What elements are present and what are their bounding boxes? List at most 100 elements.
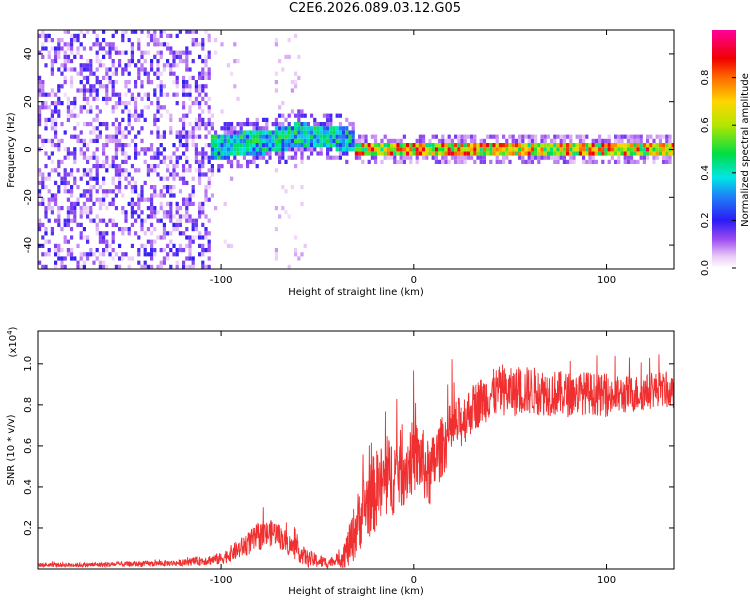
spectrogram-cell [130, 206, 134, 211]
spectrogram-cell [281, 185, 285, 190]
spectrogram-cell [598, 147, 602, 152]
spectrogram-cell [44, 138, 48, 143]
spectrogram-cell [294, 147, 298, 152]
spectrogram-cell [354, 147, 358, 152]
spectrogram-cell [294, 155, 298, 160]
spectrogram-cell [274, 42, 278, 47]
spectrogram-cell [198, 164, 202, 169]
spectrogram-cell [137, 193, 141, 198]
spectrogram-cell [140, 197, 144, 202]
spectrogram-cell [114, 222, 118, 227]
spectrogram-cell [50, 151, 54, 156]
spectrogram-cell [153, 38, 157, 43]
spectrogram-cell [134, 218, 138, 223]
spectrogram-cell [50, 67, 54, 72]
spectrogram-cell [92, 30, 96, 34]
spectrogram-cell [150, 143, 154, 148]
spectrogram-cell [556, 147, 560, 152]
spectrogram-cell [118, 122, 122, 127]
spectrogram-cell [553, 159, 557, 164]
spectrogram-cell [146, 75, 150, 80]
spectrogram-cell [50, 197, 54, 202]
spectrogram-cell [249, 143, 253, 148]
spectrogram-cell [226, 155, 230, 160]
spectrogram-cell [415, 143, 419, 148]
spectrogram-cell [162, 185, 166, 190]
spectrogram-cell [111, 105, 115, 110]
spectrogram-cell [233, 126, 237, 131]
spectrogram-cell [124, 80, 128, 85]
spectrogram-cell [108, 243, 112, 248]
spectrogram-cell [402, 159, 406, 164]
spectrogram-cell [182, 151, 186, 156]
spectrogram-cell [92, 201, 96, 206]
spectrogram-cell [290, 138, 294, 143]
spectrogram-cell [98, 80, 102, 85]
spectrogram-cell [242, 151, 246, 156]
spectrogram-cell [114, 143, 118, 148]
spectrogram-cell [178, 117, 182, 122]
spectrogram-cell [169, 218, 173, 223]
spectrogram-cell [60, 84, 64, 89]
spectrogram-cell [201, 248, 205, 253]
spectrogram-cell [559, 147, 563, 152]
spectrogram-cell [207, 67, 211, 72]
spectrogram-cell [351, 138, 355, 143]
spectrogram-cell [153, 189, 157, 194]
spectrogram-cell [44, 227, 48, 232]
spectrogram-cell [66, 180, 70, 185]
spectrogram-cell [130, 126, 134, 131]
spectrogram-cell [54, 126, 58, 131]
spectrogram-cell [92, 130, 96, 135]
spectrogram-cell [204, 235, 208, 240]
spectrogram-cell [300, 138, 304, 143]
spectrogram-cell [252, 122, 256, 127]
spectrogram-cell [335, 138, 339, 143]
spectrogram-cell [460, 151, 464, 156]
spectrogram-cell [169, 231, 173, 236]
snr-plot-area [38, 354, 674, 569]
spectrogram-cell [102, 180, 106, 185]
spectrogram-cell [223, 201, 227, 206]
spectrogram-cell [89, 252, 93, 257]
spectrogram-cell [201, 159, 205, 164]
spectrogram-cell [626, 151, 630, 156]
spectrogram-cell [102, 248, 106, 253]
spectrogram-cell [124, 126, 128, 131]
spectrogram-cell [124, 50, 128, 55]
spectrogram-cell [41, 222, 45, 227]
spectrogram-cell [178, 189, 182, 194]
spectrogram-cell [95, 33, 99, 38]
spectrogram-cell [102, 260, 106, 265]
spectrogram-cell [630, 134, 634, 139]
snr-series-line [38, 354, 674, 569]
spectrogram-cell [137, 214, 141, 219]
spectrogram-cell [127, 130, 131, 135]
spectrogram-cell [210, 122, 214, 127]
spectrogram-cell [274, 38, 278, 43]
spectrogram-cell [239, 134, 243, 139]
spectrogram-cell [204, 155, 208, 160]
spectrogram-cell [105, 239, 109, 244]
spectrogram-cell [290, 134, 294, 139]
spectrogram-cell [92, 138, 96, 143]
spectrogram-cell [530, 159, 534, 164]
spectrogram-cell [182, 164, 186, 169]
spectrogram-cell [524, 143, 528, 148]
spectrogram-cell [127, 113, 131, 118]
spectrogram-cell [47, 218, 51, 223]
spectrogram-cell [220, 109, 224, 114]
spectrogram-cell [57, 222, 61, 227]
spectrogram-cell [66, 214, 70, 219]
spectrogram-cell [41, 80, 45, 85]
spectrogram-cell [473, 134, 477, 139]
spectrogram-cell [578, 151, 582, 156]
spectrogram-cell [137, 113, 141, 118]
spectrogram-cell [146, 33, 150, 38]
spectrogram-cell [210, 147, 214, 152]
spectrogram-cell [44, 122, 48, 127]
spectrogram-cell [278, 147, 282, 152]
spectrogram-cell [105, 264, 109, 269]
spectrogram-cell [201, 84, 205, 89]
spectrogram-cell [322, 126, 326, 131]
